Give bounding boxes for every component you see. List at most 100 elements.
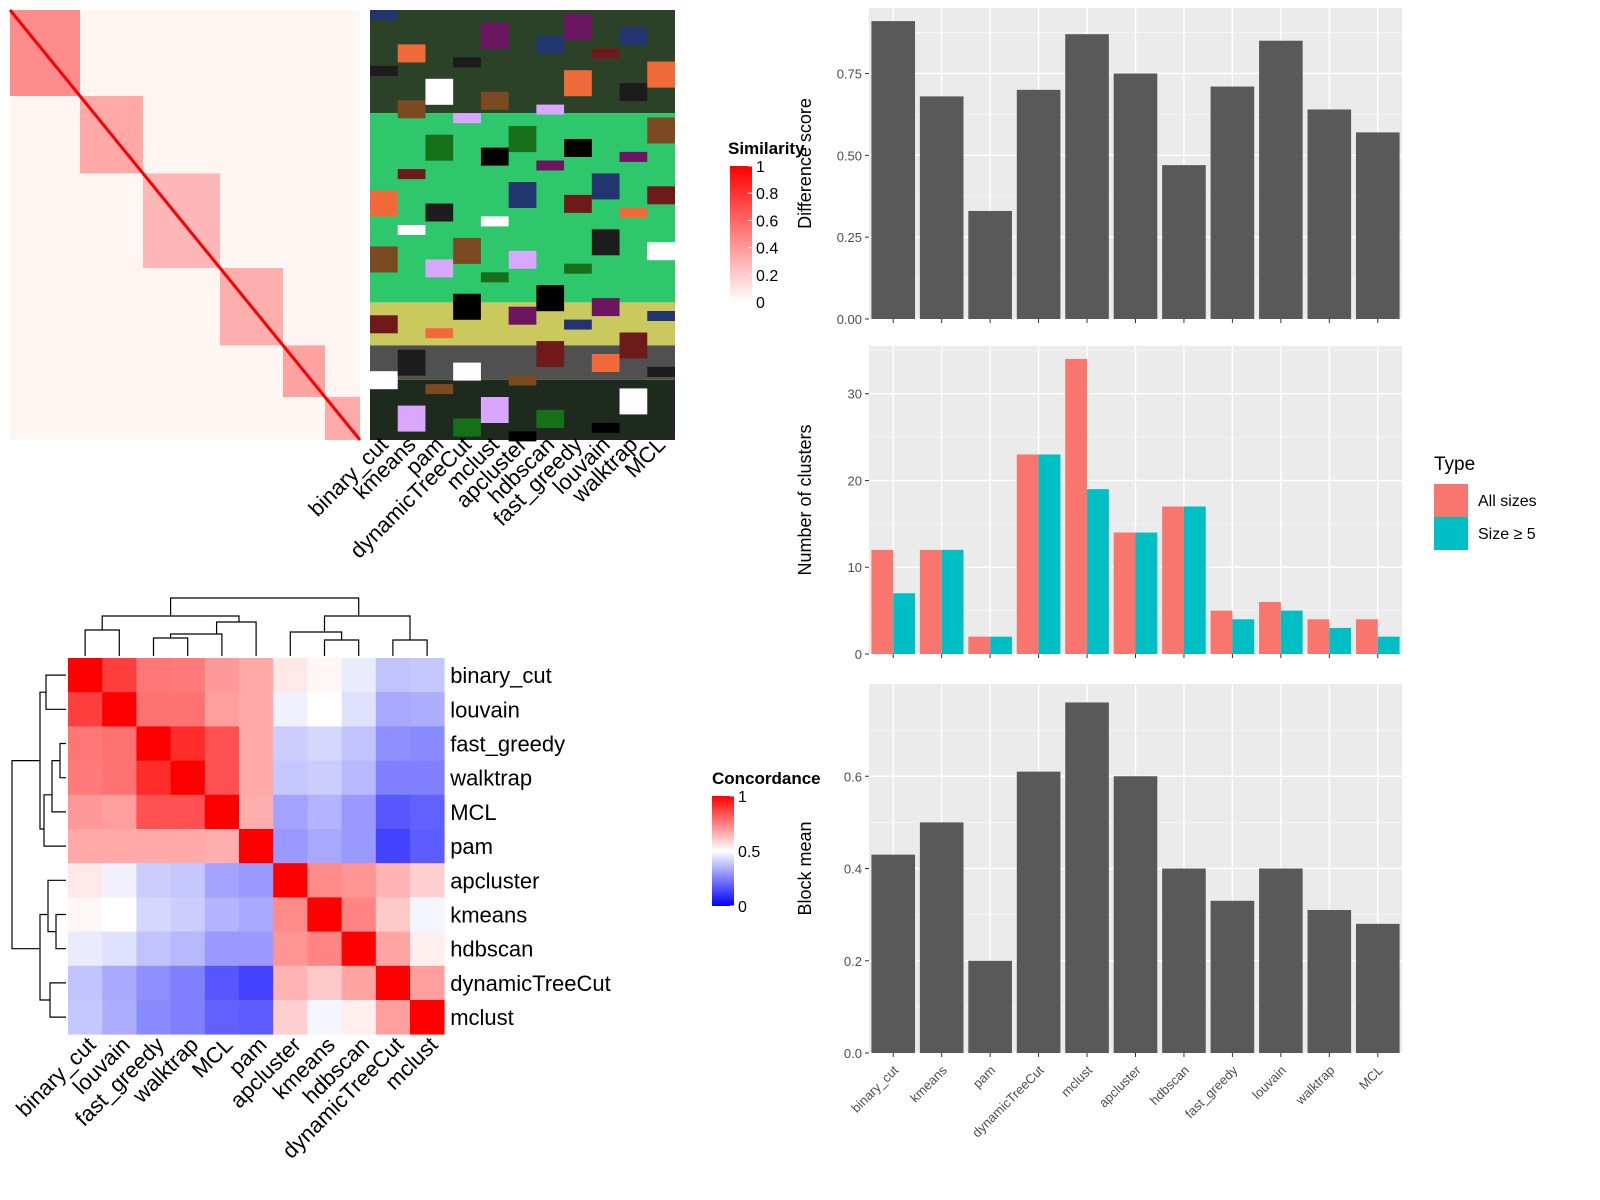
concordance-cell xyxy=(102,897,137,932)
bar xyxy=(941,549,964,654)
concordance-cell xyxy=(102,760,137,796)
concordance-cell xyxy=(307,1000,342,1035)
bar xyxy=(893,593,916,654)
concordance-cell xyxy=(170,1000,206,1035)
concordance-cell xyxy=(410,829,445,864)
annotation-cell xyxy=(397,405,426,432)
concordance-row-label: louvain xyxy=(450,697,520,722)
concordance-cell xyxy=(68,965,103,1001)
bar xyxy=(1307,910,1352,1053)
annotation-cell xyxy=(453,237,481,264)
x-tick-label: hdbscan xyxy=(1147,1063,1192,1108)
annotation-cell xyxy=(508,431,537,442)
concordance-cell xyxy=(341,760,377,796)
type-legend: Type All sizes Size ≥ 5 xyxy=(1434,454,1537,550)
concordance-cell xyxy=(273,692,308,727)
y-tick-label: 0.25 xyxy=(837,230,862,245)
annotation-cell xyxy=(647,117,675,144)
bar xyxy=(919,822,964,1053)
annotation-cell xyxy=(425,259,454,278)
concordance-cell xyxy=(204,931,240,967)
concordance-cell xyxy=(307,658,342,693)
concordance-cell xyxy=(341,1000,377,1035)
concordance-row-label: apcluster xyxy=(450,868,539,893)
concordance-cell xyxy=(102,829,137,864)
annotation-cell xyxy=(591,173,620,200)
x-tick-label: apcluster xyxy=(1096,1062,1144,1110)
concordance-cell xyxy=(239,658,274,693)
concordance-cell xyxy=(375,829,411,864)
concordance-cell xyxy=(410,897,445,932)
concordance-cell xyxy=(136,897,171,932)
concordance-cell xyxy=(136,794,171,830)
bar xyxy=(1210,86,1255,319)
y-tick-label: 0.75 xyxy=(837,66,862,81)
annotation-cell xyxy=(619,207,648,218)
concordance-cell xyxy=(410,692,445,727)
concordance-cell xyxy=(239,897,274,932)
concordance-cell xyxy=(239,863,274,898)
bar xyxy=(1065,34,1109,319)
concordance-row-label: kmeans xyxy=(450,903,527,928)
bar xyxy=(1329,627,1352,654)
concordance-cell xyxy=(204,965,240,1001)
concordance-cell xyxy=(273,760,308,796)
concordance-cell xyxy=(273,965,308,1001)
concordance-row-label: walktrap xyxy=(449,766,532,791)
concordance-row-label: hdbscan xyxy=(450,937,533,962)
annotation-cell xyxy=(591,298,620,317)
bar xyxy=(871,854,916,1053)
bar xyxy=(1307,619,1330,654)
annotation-cell xyxy=(536,409,565,428)
y-tick-label: 20 xyxy=(848,473,862,488)
concordance-column-labels: binary_cutlouvainfast_greedywalktrapMCLp… xyxy=(11,1032,442,1163)
concordance-cell xyxy=(375,726,411,761)
dendrogram-branch xyxy=(170,633,223,656)
annotation-cell xyxy=(619,151,648,162)
bar xyxy=(871,21,916,320)
annotation-cell xyxy=(591,422,620,433)
similarity-legend-tick: 0.4 xyxy=(756,241,778,258)
concordance-cell xyxy=(307,760,342,796)
concordance-cell xyxy=(136,760,171,796)
concordance-cell xyxy=(375,863,411,898)
dendrogram-branch xyxy=(289,631,343,656)
similarity-color-bar xyxy=(730,166,752,302)
y-tick-label: 30 xyxy=(848,387,862,402)
x-tick-label: binary_cut xyxy=(848,1062,901,1115)
dendrogram-branch xyxy=(101,615,240,630)
annotation-cell xyxy=(508,375,537,386)
dendrogram-branch xyxy=(49,982,66,1018)
concordance-cell xyxy=(102,931,137,967)
bar xyxy=(1377,636,1400,654)
concordance-cell xyxy=(239,931,274,967)
similarity-legend-tick: 0.6 xyxy=(756,213,778,230)
bar xyxy=(1065,702,1109,1053)
similarity-heatmap xyxy=(8,9,362,441)
bar xyxy=(1210,610,1233,654)
bar xyxy=(990,636,1012,654)
dendrogram-branch xyxy=(323,615,411,640)
annotation-cell xyxy=(425,384,454,395)
y-tick-label: 0 xyxy=(855,647,862,662)
concordance-cell xyxy=(341,726,377,761)
annotation-cell xyxy=(591,229,620,256)
similarity-column-labels: binary_cutkmeanspamdynamicTreeCutmclusta… xyxy=(303,432,670,563)
concordance-row-label: fast_greedy xyxy=(450,732,565,757)
concordance-cell xyxy=(273,726,308,761)
concordance-cell xyxy=(170,658,206,693)
concordance-cell xyxy=(273,931,308,967)
concordance-legend-title: Concordance xyxy=(712,769,821,788)
annotation-cell xyxy=(564,70,592,97)
dendrogram-branch xyxy=(11,759,40,950)
similarity-diagonal xyxy=(8,9,362,441)
concordance-cell xyxy=(68,692,103,727)
concordance-cell xyxy=(341,794,377,830)
bar xyxy=(1087,489,1109,654)
concordance-cell xyxy=(239,965,274,1001)
concordance-cell xyxy=(204,863,240,898)
concordance-cell xyxy=(136,658,171,693)
x-tick-label: kmeans xyxy=(907,1062,950,1105)
concordance-cell xyxy=(102,794,137,830)
